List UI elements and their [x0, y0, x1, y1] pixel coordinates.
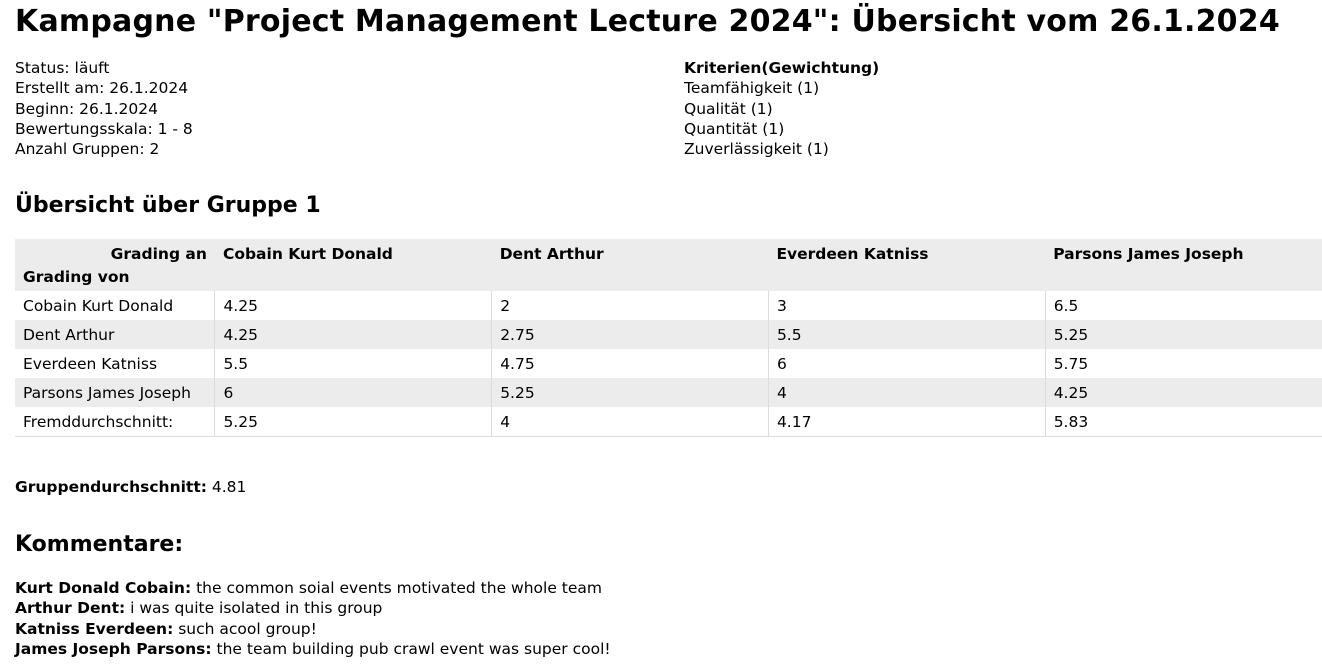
comment-item: Kurt Donald Cobain: the common soial eve…: [15, 578, 611, 598]
table-cell: 5.75: [1053, 354, 1089, 373]
comment-author: Arthur Dent:: [15, 599, 126, 618]
table-cell: 5.25: [1053, 325, 1089, 344]
table-cell: 4.25: [214, 291, 493, 320]
column-header: Parsons James Joseph: [1053, 245, 1244, 263]
comment-text: such acool group!: [178, 619, 317, 638]
criteria-list: Kriterien(Gewichtung) Teamfähigkeit (1) …: [684, 58, 879, 159]
comment-author: Kurt Donald Cobain:: [15, 579, 192, 597]
status-text: Status: läuft: [15, 59, 110, 77]
criterion-item: Qualität (1): [684, 99, 773, 118]
table-cell: 5.83: [1045, 407, 1322, 437]
table-cell: 4.17: [768, 407, 1046, 437]
comment-text: the team building pub crawl event was su…: [216, 639, 611, 658]
criteria-heading: Kriterien(Gewichtung): [684, 59, 880, 77]
table-cell: 3: [768, 291, 1046, 320]
row-name: Dent Arthur: [15, 320, 216, 349]
table-row: Parsons James Joseph 6 5.25 4 4.25: [15, 378, 1322, 407]
table-cell: 6.5: [1053, 296, 1079, 315]
table-subheader-row: Grading von: [15, 266, 1322, 291]
comment-author: James Joseph Parsons:: [15, 639, 212, 658]
comments-list: Kurt Donald Cobain: the common soial eve…: [15, 578, 611, 659]
comment-text: i was quite isolated in this group: [130, 599, 383, 618]
campaign-info: Status: läuft Erstellt am: 26.1.2024 Beg…: [15, 58, 193, 159]
group-average: Gruppendurchschnitt: 4.81: [15, 478, 246, 496]
row-name: Everdeen Katniss: [15, 349, 216, 378]
row-name: Fremddurchschnitt:: [15, 407, 216, 437]
table-cell: 4: [768, 378, 1046, 407]
column-header: Everdeen Katniss: [776, 245, 929, 263]
column-header: Cobain Kurt Donald: [222, 245, 393, 263]
table-row: Everdeen Katniss 5.5 4.75 6 5.75: [15, 349, 1322, 378]
table-cell: 5.25: [491, 378, 769, 407]
criterion-item: Quantität (1): [684, 119, 785, 138]
table-cell: 4.75: [491, 349, 769, 378]
table-cell: 4: [491, 407, 769, 437]
table-cell: 2.75: [491, 320, 769, 349]
rating-scale: Bewertungsskala: 1 - 8: [15, 119, 193, 138]
group-count: Anzahl Gruppen: 2: [15, 140, 160, 159]
table-cell: 5.5: [768, 320, 1046, 349]
column-header: Dent Arthur: [499, 245, 604, 263]
table-cell: 4.25: [214, 320, 493, 349]
table-cell: 6: [768, 349, 1046, 378]
group-section-title: Übersicht über Gruppe 1: [15, 193, 321, 218]
table-row: Dent Arthur 4.25 2.75 5.5 5.25: [15, 320, 1322, 349]
comment-author: Katniss Everdeen:: [15, 619, 174, 638]
group-average-label: Gruppendurchschnitt:: [15, 478, 207, 496]
grading-table: Grading an Cobain Kurt Donald Dent Arthu…: [15, 239, 1322, 437]
table-row: Cobain Kurt Donald 4.25 2 3 6.5: [15, 291, 1322, 320]
comment-item: James Joseph Parsons: the team building …: [15, 639, 611, 659]
table-cell: 4.25: [1053, 383, 1089, 402]
criterion-item: Teamfähigkeit (1): [684, 79, 820, 98]
comments-title: Kommentare:: [15, 532, 184, 557]
page-title: Kampagne "Project Management Lecture 202…: [15, 4, 1280, 39]
created-date: Erstellt am: 26.1.2024: [15, 79, 189, 98]
table-cell: 6: [214, 378, 493, 407]
grading-from-label: Grading von: [23, 267, 130, 286]
average-row: Fremddurchschnitt: 5.25 4 4.17 5.83: [15, 407, 1322, 437]
grading-to-label: Grading an: [110, 245, 207, 263]
comment-text: the common soial events motivated the wh…: [196, 579, 603, 597]
criterion-item: Zuverlässigkeit (1): [684, 140, 829, 159]
comment-item: Katniss Everdeen: such acool group!: [15, 619, 611, 639]
table-cell: 5.25: [214, 407, 493, 437]
row-name: Parsons James Joseph: [15, 378, 216, 407]
table-cell: 5.5: [214, 349, 493, 378]
row-name: Cobain Kurt Donald: [15, 291, 216, 320]
table-cell: 2: [491, 291, 769, 320]
table-header-row: Grading an Cobain Kurt Donald Dent Arthu…: [15, 239, 1322, 266]
start-date: Beginn: 26.1.2024: [15, 99, 158, 118]
group-average-value: 4.81: [211, 478, 247, 496]
comment-item: Arthur Dent: i was quite isolated in thi…: [15, 598, 611, 618]
